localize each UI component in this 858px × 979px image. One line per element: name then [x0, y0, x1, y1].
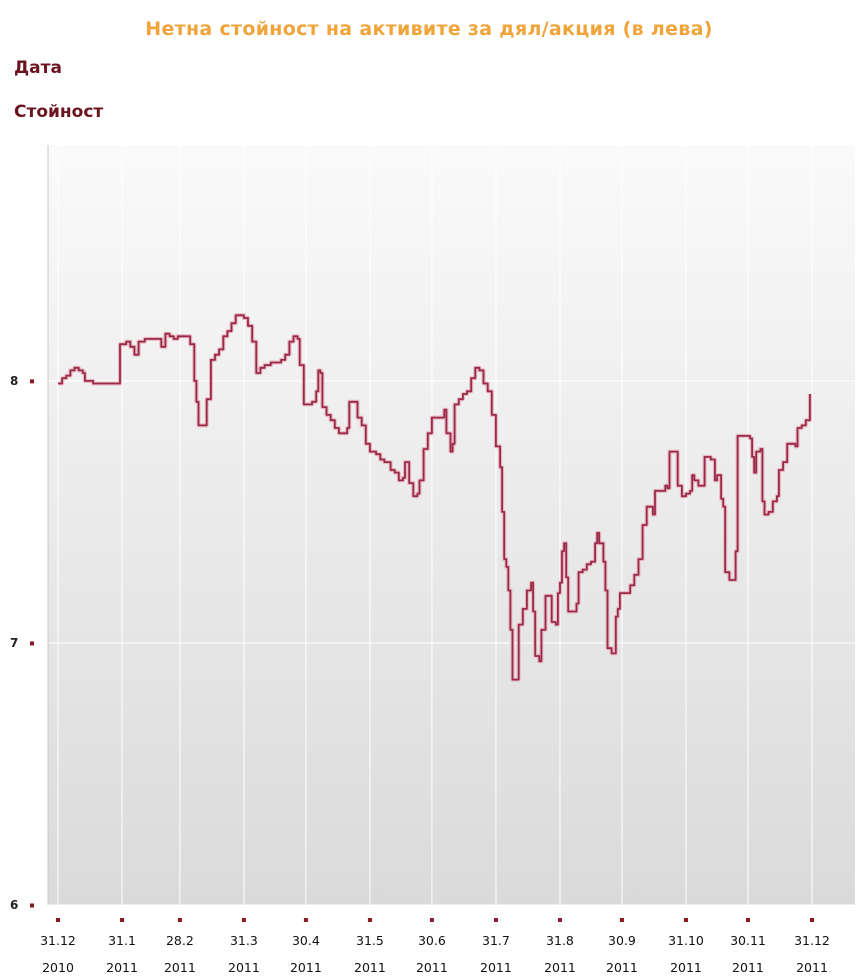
y-tick-label: 7 — [10, 636, 18, 650]
x-tick-label: 30.11 2011 — [730, 933, 766, 975]
x-tick-marker — [429, 918, 434, 922]
x-tick-marker — [120, 918, 125, 922]
y-tick-label: 6 — [10, 898, 18, 912]
tooltip-value-label: Стойност — [14, 102, 104, 122]
x-tick-label: 31.10 2011 — [668, 933, 704, 975]
x-tick-marker — [56, 918, 60, 922]
x-tick-marker — [367, 918, 372, 922]
tooltip-date-label: Дата — [14, 58, 62, 78]
x-tick-marker — [241, 918, 246, 922]
x-tick-marker — [557, 918, 562, 922]
grid-lines — [48, 145, 855, 906]
x-tick-marker — [745, 918, 750, 922]
x-tick-label: 28.2 2011 — [164, 933, 196, 975]
x-axis: 31.12 2010 31.1 2011 28.2 2011 31.3 2011 30.4 201… — [40, 918, 830, 975]
x-tick-marker — [683, 918, 688, 922]
x-tick-label: 31.12 2011 — [794, 933, 830, 975]
plot-area — [48, 145, 855, 905]
x-tick-label: 30.9 2011 — [606, 933, 638, 975]
x-tick-marker — [810, 918, 814, 922]
x-tick-label: 30.6 2011 — [416, 933, 448, 975]
x-tick-marker — [303, 918, 308, 922]
x-tick-label: 31.3 2011 — [228, 933, 260, 975]
y-tick-marker — [30, 379, 34, 384]
x-tick-marker — [619, 918, 624, 922]
x-tick-label: 31.1 2011 — [106, 933, 138, 975]
x-tick-label: 31.12 2010 — [40, 933, 76, 975]
y-tick-marker — [30, 641, 34, 646]
y-axis: 6 7 8 — [10, 374, 34, 912]
y-tick-label: 8 — [10, 374, 18, 388]
x-tick-marker — [177, 918, 182, 922]
x-tick-marker — [493, 918, 498, 922]
series-line — [58, 314, 811, 681]
chart-title: Нетна стойност на активите за дял/акция … — [145, 18, 713, 40]
series-layer — [58, 313, 812, 682]
x-tick-label: 31.7 2011 — [480, 933, 512, 975]
x-tick-label: 31.8 2011 — [544, 933, 576, 975]
y-tick-marker — [30, 903, 34, 908]
x-tick-label: 31.5 2011 — [354, 933, 386, 975]
x-tick-label: 30.4 2011 — [290, 933, 322, 975]
